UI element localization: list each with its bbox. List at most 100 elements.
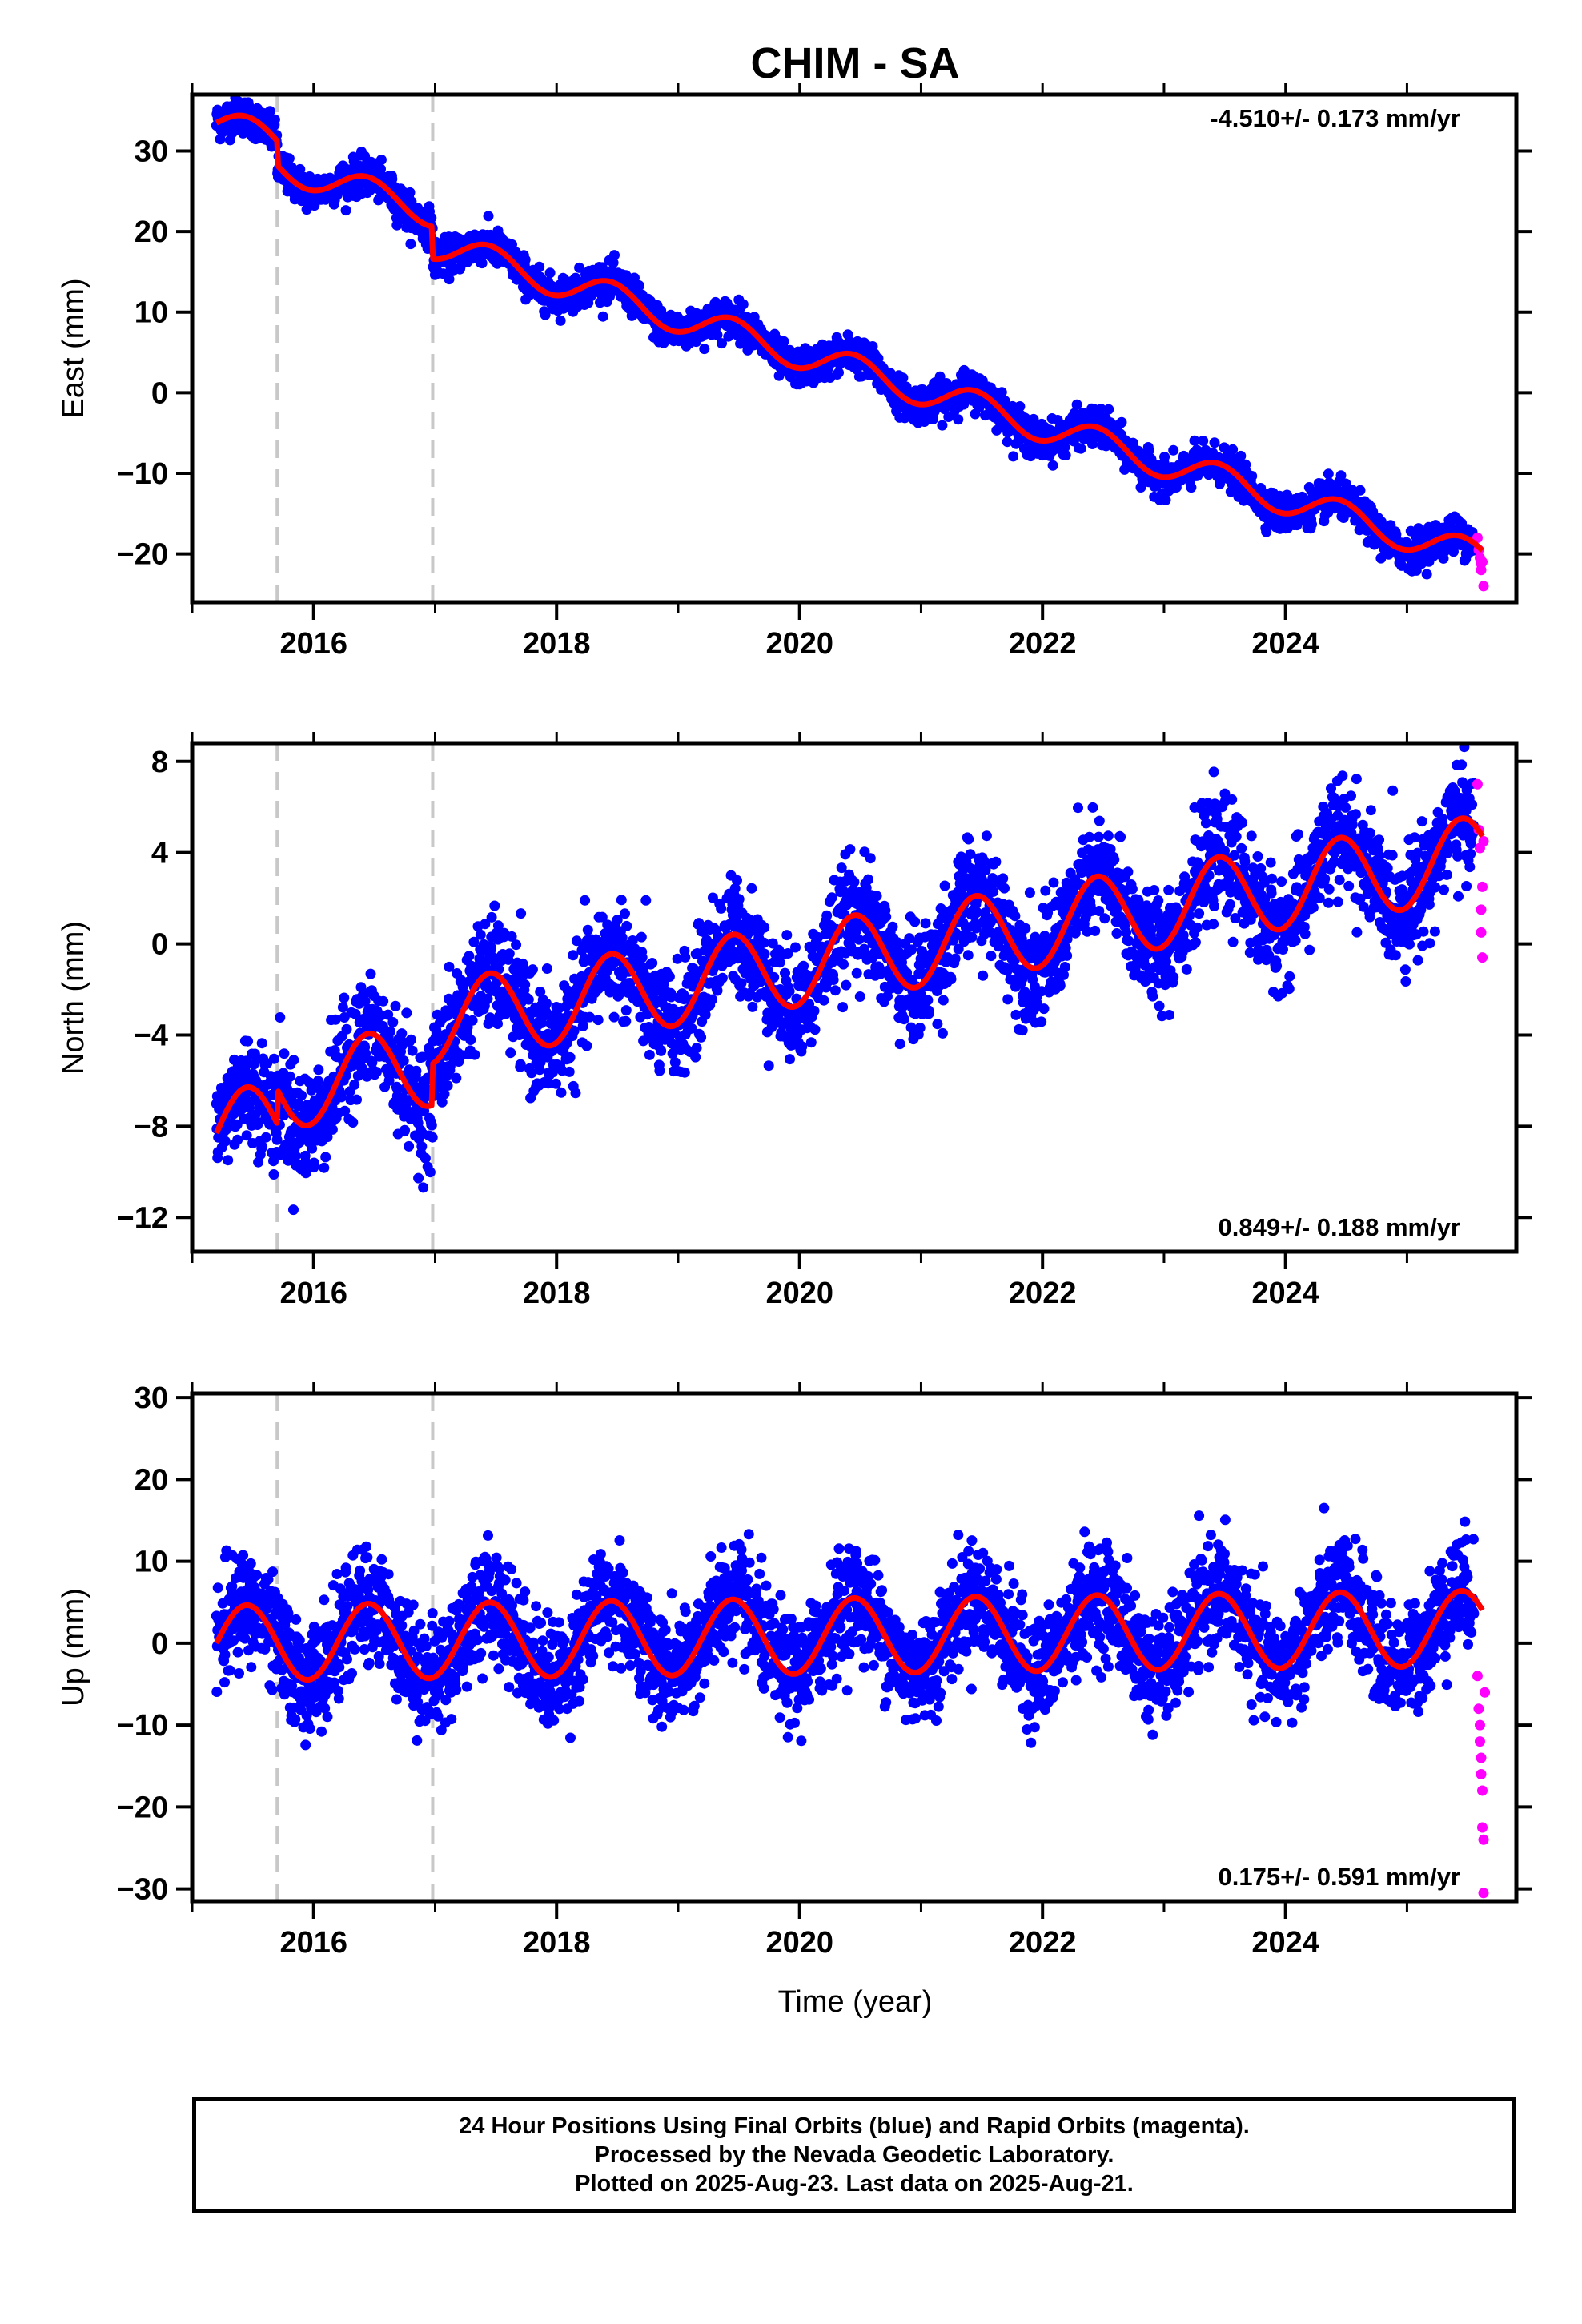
final-point xyxy=(1307,519,1317,530)
final-point xyxy=(295,163,306,175)
final-point xyxy=(492,1019,503,1029)
final-point xyxy=(223,1155,234,1166)
final-point xyxy=(260,1132,271,1143)
final-point xyxy=(1335,470,1347,481)
final-point xyxy=(693,918,705,929)
final-point xyxy=(778,336,789,347)
final-point xyxy=(616,895,627,906)
final-point xyxy=(465,1035,476,1045)
final-point xyxy=(577,1020,588,1031)
final-point xyxy=(540,309,551,320)
final-point xyxy=(356,1063,367,1074)
final-point xyxy=(737,299,749,310)
final-point xyxy=(484,1012,496,1023)
final-point xyxy=(621,920,632,931)
final-point xyxy=(568,1025,580,1036)
final-point xyxy=(420,1152,431,1164)
final-point xyxy=(418,1182,429,1193)
final-point xyxy=(232,1134,243,1145)
final-point xyxy=(483,211,494,222)
final-point xyxy=(1186,482,1197,493)
final-point xyxy=(467,1015,478,1026)
final-point xyxy=(1143,445,1154,456)
final-point xyxy=(717,338,727,349)
final-point xyxy=(1059,442,1070,453)
final-point xyxy=(665,991,677,1003)
final-point xyxy=(383,1075,395,1086)
final-point xyxy=(701,935,713,946)
final-point xyxy=(256,1038,267,1049)
final-point xyxy=(464,951,475,962)
final-point xyxy=(620,1005,632,1016)
final-point xyxy=(608,1011,620,1023)
final-point xyxy=(1116,416,1127,428)
final-point xyxy=(516,908,527,919)
final-point xyxy=(1135,482,1146,493)
final-point xyxy=(330,1014,341,1025)
final-point xyxy=(219,1136,231,1147)
final-point xyxy=(1168,444,1179,456)
final-point xyxy=(336,1092,347,1103)
final-point xyxy=(627,935,638,946)
final-point xyxy=(433,1035,444,1046)
final-point xyxy=(290,1150,301,1161)
final-point xyxy=(444,274,455,285)
final-point xyxy=(520,979,531,990)
final-point xyxy=(400,1124,410,1136)
final-point xyxy=(387,174,398,184)
final-point xyxy=(340,205,351,216)
final-point xyxy=(439,1088,450,1100)
final-point xyxy=(475,929,486,940)
final-point xyxy=(1014,401,1026,412)
final-point xyxy=(691,1043,702,1054)
final-point xyxy=(444,961,455,972)
final-point xyxy=(268,1053,279,1064)
final-point xyxy=(257,1141,268,1152)
final-point xyxy=(469,1049,480,1060)
final-point xyxy=(413,1172,424,1184)
final-point xyxy=(506,931,517,942)
final-point xyxy=(953,414,964,425)
final-point xyxy=(313,1064,324,1076)
final-point xyxy=(1198,436,1209,446)
final-point xyxy=(1355,485,1366,496)
y-axis-label: East (mm) xyxy=(57,278,90,418)
final-point xyxy=(288,1055,299,1066)
final-point xyxy=(350,1008,361,1019)
final-point xyxy=(1071,399,1082,410)
final-point xyxy=(1421,569,1432,580)
final-point xyxy=(717,972,728,983)
final-point xyxy=(747,1001,758,1012)
final-point xyxy=(526,1068,537,1079)
final-point xyxy=(351,1094,362,1105)
final-point xyxy=(564,1051,576,1063)
final-point xyxy=(1160,494,1171,505)
final-point xyxy=(543,1078,554,1089)
final-point xyxy=(568,950,579,961)
final-point xyxy=(763,1060,774,1072)
final-point xyxy=(873,353,884,364)
final-point xyxy=(696,1031,707,1043)
final-point xyxy=(686,1023,697,1034)
final-point xyxy=(640,895,652,906)
final-point xyxy=(716,903,727,914)
x-tick-label: 2020 xyxy=(765,627,833,661)
final-point xyxy=(629,272,640,283)
final-point xyxy=(570,1088,581,1099)
final-point xyxy=(365,968,376,979)
final-point xyxy=(781,930,793,941)
x-tick-label: 2018 xyxy=(523,627,591,661)
x-tick-label: 2022 xyxy=(1009,627,1077,661)
y-tick-label: 20 xyxy=(135,215,168,249)
final-point xyxy=(436,1096,448,1108)
final-point xyxy=(511,939,522,951)
final-point xyxy=(759,948,770,959)
final-point xyxy=(359,995,371,1007)
figure-title: CHIM - SA xyxy=(751,39,960,87)
final-point xyxy=(596,911,608,923)
final-point xyxy=(608,257,619,268)
final-point xyxy=(396,1028,408,1039)
final-point xyxy=(268,1169,279,1180)
final-point xyxy=(424,1167,436,1178)
